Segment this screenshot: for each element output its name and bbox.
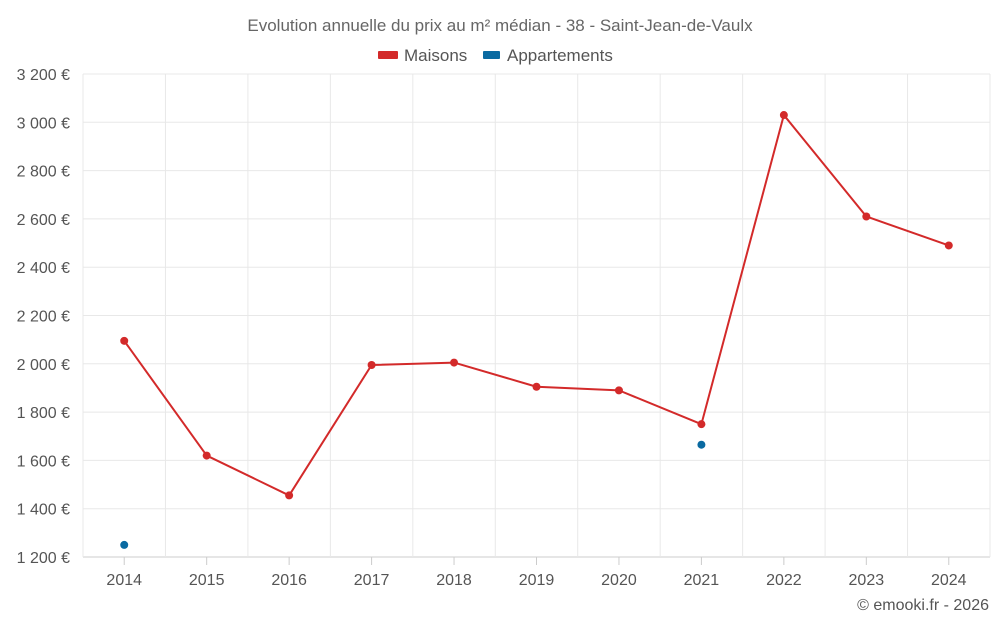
data-point[interactable] xyxy=(697,420,706,429)
x-tick-label: 2017 xyxy=(354,572,390,589)
x-tick-label: 2019 xyxy=(519,572,555,589)
x-tick-label: 2015 xyxy=(189,572,225,589)
data-point[interactable] xyxy=(862,212,871,221)
data-point[interactable] xyxy=(450,358,459,367)
x-tick-label: 2022 xyxy=(766,572,802,589)
x-tick-label: 2021 xyxy=(684,572,720,589)
legend-swatch-appartements xyxy=(483,51,500,59)
series xyxy=(120,111,953,549)
y-tick-label: 2 600 € xyxy=(17,212,70,229)
x-tick-label: 2018 xyxy=(436,572,472,589)
data-point[interactable] xyxy=(779,111,788,120)
legend-item-maisons[interactable]: Maisons xyxy=(378,46,467,65)
data-point[interactable] xyxy=(120,540,129,549)
series-appartements xyxy=(120,440,706,549)
y-tick-label: 3 200 € xyxy=(17,67,70,84)
data-point[interactable] xyxy=(120,336,129,345)
legend-label-maisons: Maisons xyxy=(404,46,467,65)
data-point[interactable] xyxy=(697,440,706,449)
y-tick-label: 2 200 € xyxy=(17,309,70,326)
series-maisons xyxy=(120,111,953,500)
data-point[interactable] xyxy=(944,241,953,250)
chart-title: Evolution annuelle du prix au m² médian … xyxy=(247,16,753,35)
y-tick-label: 1 800 € xyxy=(17,405,70,422)
y-axis: 1 200 € 1 400 € 1 600 € 1 800 € 2 000 € 2 200… xyxy=(17,67,70,567)
grid xyxy=(82,73,991,558)
credit: © emooki.fr - 2026 xyxy=(857,597,989,614)
y-tick-label: 1 600 € xyxy=(17,453,70,470)
legend-swatch-maisons xyxy=(378,51,398,59)
data-point[interactable] xyxy=(202,451,211,460)
x-axis: 2014 2015 2016 2017 2018 2019 2020 2021 2022 2023… xyxy=(106,557,967,589)
x-tick-label: 2014 xyxy=(106,572,142,589)
data-point[interactable] xyxy=(285,491,294,500)
legend-item-appartements[interactable]: Appartements xyxy=(483,46,613,65)
y-tick-label: 3 000 € xyxy=(17,115,70,132)
data-point[interactable] xyxy=(614,386,623,395)
x-tick-label: 2023 xyxy=(849,572,885,589)
y-tick-label: 1 200 € xyxy=(17,550,70,567)
data-point[interactable] xyxy=(367,361,376,370)
y-tick-label: 2 400 € xyxy=(17,260,70,277)
data-point[interactable] xyxy=(532,382,541,391)
x-tick-label: 2016 xyxy=(271,572,307,589)
x-tick-label: 2020 xyxy=(601,572,637,589)
x-tick-label: 2024 xyxy=(931,572,967,589)
legend: Maisons Appartements xyxy=(378,46,613,65)
legend-label-appartements: Appartements xyxy=(507,46,613,65)
y-tick-label: 1 400 € xyxy=(17,502,70,519)
y-tick-label: 2 000 € xyxy=(17,357,70,374)
y-tick-label: 2 800 € xyxy=(17,164,70,181)
